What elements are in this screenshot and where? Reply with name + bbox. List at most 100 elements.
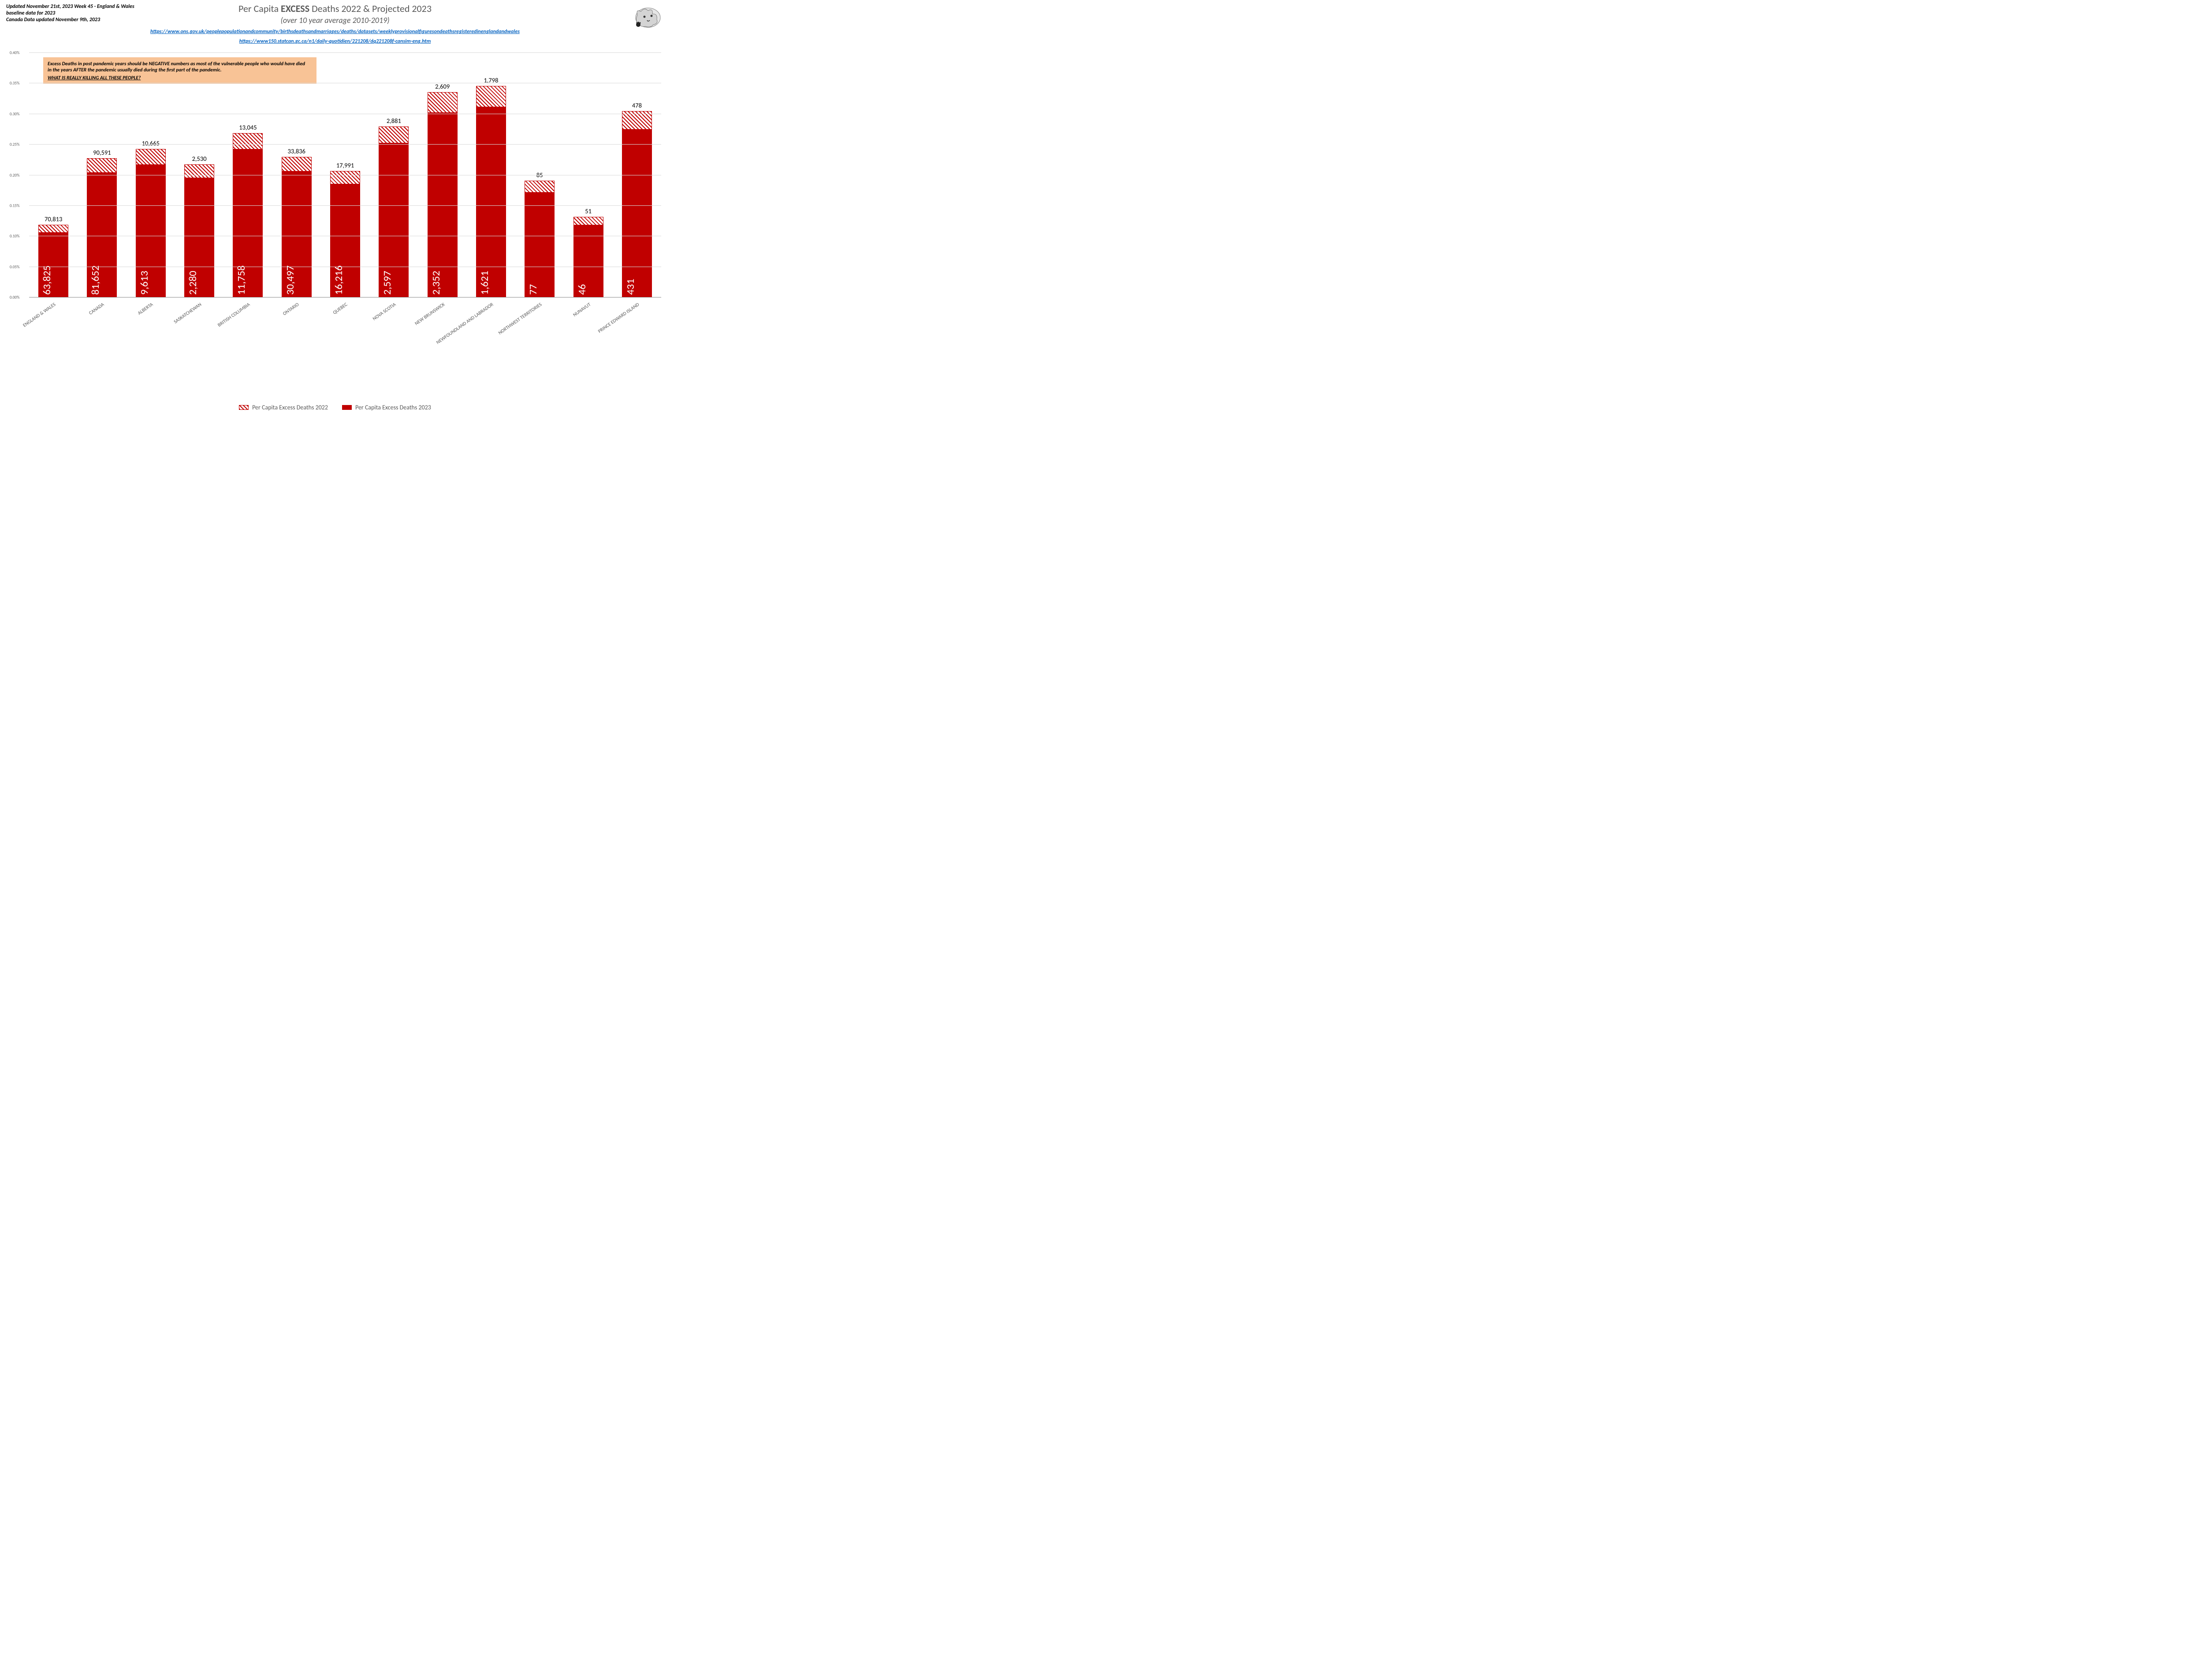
legend-item-2023: Per Capita Excess Deaths 2023 bbox=[342, 404, 431, 411]
bars-container: 63,82570,81381,65290,5919,61310,6652,280… bbox=[29, 53, 661, 297]
x-axis-category-label: CANADA bbox=[88, 301, 105, 316]
bar-value-2023: 30,497 bbox=[284, 265, 297, 295]
y-axis-tick-label: 0.15% bbox=[10, 203, 19, 208]
bar-value-2023: 1,621 bbox=[478, 271, 491, 295]
bar-2023: 9,613 bbox=[136, 164, 166, 297]
bar-value-2022: 10,665 bbox=[142, 139, 160, 147]
bar-slot: 46 51 bbox=[564, 53, 612, 297]
bar-slot: 1,6211,798 bbox=[467, 53, 515, 297]
x-axis-category-label: NEWFOUNDLAND AND LABRADOR bbox=[435, 301, 494, 345]
source-link-ons[interactable]: https://www.ons.gov.uk/peoplepopulationa… bbox=[0, 29, 670, 35]
title-bold: EXCESS bbox=[281, 3, 309, 15]
bar-group: 9,61310,665 bbox=[136, 149, 166, 297]
chart-title: Per Capita EXCESS Deaths 2022 & Projecte… bbox=[0, 3, 670, 15]
logo-wolf-icon bbox=[632, 4, 663, 29]
legend-label: Per Capita Excess Deaths 2023 bbox=[355, 404, 431, 411]
bar-2023: 11,758 bbox=[233, 149, 263, 297]
gridline bbox=[29, 205, 661, 206]
bar-slot: 63,825 70,813 bbox=[29, 53, 78, 297]
x-axis-category-label: ALBERTA bbox=[137, 301, 154, 316]
bar-value-2023: 46 bbox=[576, 284, 588, 295]
bar-value-2022: 51 bbox=[585, 207, 592, 215]
bar-group: 7785 bbox=[525, 181, 555, 297]
bar-group: 1,6211,798 bbox=[476, 86, 506, 297]
gridline bbox=[29, 52, 661, 53]
bar-value-2023: 63,825 bbox=[41, 265, 53, 295]
bar-value-2022: 2,881 bbox=[387, 117, 401, 125]
bar-2023: 30,497 bbox=[282, 171, 312, 297]
bar-2023: 2,597 bbox=[379, 143, 409, 297]
bar-value-2023: 11,758 bbox=[235, 265, 248, 295]
bar-slot: 11,758 13,045 bbox=[223, 53, 272, 297]
bar-slot: 2,280 2,530 bbox=[175, 53, 223, 297]
legend-swatch-hatched bbox=[239, 405, 249, 410]
y-axis-tick-label: 0.05% bbox=[10, 264, 19, 269]
bar-2023: 1,621 bbox=[476, 107, 506, 297]
bar-value-2023: 2,597 bbox=[381, 271, 394, 295]
x-axis-category-label: NOVA SCOTIA bbox=[372, 301, 397, 322]
bar-value-2023: 431 bbox=[624, 279, 637, 295]
bar-group: 4651 bbox=[573, 217, 603, 297]
bar-value-2023: 2,352 bbox=[430, 271, 443, 295]
x-axis-category-label: ONTARIO bbox=[282, 301, 300, 316]
chart-plot-area: 63,82570,81381,65290,5919,61310,6652,280… bbox=[29, 53, 661, 297]
bar-2023: 2,280 bbox=[184, 178, 214, 297]
x-axis-category-label: NUNAVUT bbox=[572, 301, 592, 318]
bar-group: 2,2802,530 bbox=[184, 164, 214, 297]
bar-value-2023: 16,216 bbox=[332, 265, 345, 295]
legend-swatch-solid bbox=[342, 405, 352, 410]
bar-value-2023: 2,280 bbox=[186, 271, 199, 295]
bar-value-2022: 478 bbox=[632, 101, 642, 109]
gridline bbox=[29, 144, 661, 145]
bar-value-2023: 9,613 bbox=[138, 271, 151, 295]
bar-value-2022: 2,609 bbox=[435, 82, 450, 90]
bar-group: 30,49733,836 bbox=[282, 157, 312, 297]
bar-group: 16,21617,991 bbox=[330, 171, 360, 297]
bar-value-2022: 90,591 bbox=[93, 149, 111, 156]
bar-slot: 30,497 33,836 bbox=[272, 53, 321, 297]
bar-value-2022: 17,991 bbox=[336, 161, 354, 169]
x-axis-category-label: SASKATCHEWAN bbox=[173, 301, 203, 325]
bar-slot: 7785 bbox=[515, 53, 564, 297]
bar-value-2022: 2,530 bbox=[192, 155, 207, 163]
bar-2023: 81,652 bbox=[87, 172, 117, 297]
y-axis-tick-label: 0.30% bbox=[10, 112, 19, 116]
bar-value-2022: 33,836 bbox=[288, 147, 305, 155]
y-axis-tick-label: 0.40% bbox=[10, 51, 19, 56]
y-axis-tick-label: 0.00% bbox=[10, 295, 19, 300]
bar-group: 81,65290,591 bbox=[87, 158, 117, 297]
title-block: Per Capita EXCESS Deaths 2022 & Projecte… bbox=[0, 3, 670, 45]
legend-label: Per Capita Excess Deaths 2022 bbox=[252, 404, 328, 411]
bar-slot: 16,216 17,991 bbox=[321, 53, 369, 297]
x-axis-category-label: NEW BRUNSWICK bbox=[413, 301, 446, 327]
x-axis-category-label: ENGLAND & WALES bbox=[22, 301, 57, 328]
bar-slot: 2,597 2,881 bbox=[369, 53, 418, 297]
bar-2023: 431 bbox=[622, 129, 652, 297]
bar-2023: 16,216 bbox=[330, 184, 360, 297]
x-axis-category-label: BRITISH COLUMBIA bbox=[217, 301, 251, 328]
bar-slot: 2,352 2,609 bbox=[418, 53, 467, 297]
bar-value-2023: 81,652 bbox=[89, 265, 102, 295]
y-axis-tick-label: 0.35% bbox=[10, 81, 19, 86]
title-suffix: Deaths 2022 & Projected 2023 bbox=[309, 3, 432, 15]
bar-2023: 2,352 bbox=[428, 112, 458, 297]
x-axis-category-label: PRINCE EDWARD ISLAND bbox=[597, 301, 640, 334]
bar-value-2023: 77 bbox=[527, 284, 540, 295]
bar-2023: 77 bbox=[525, 192, 555, 297]
y-axis-tick-label: 0.20% bbox=[10, 173, 19, 178]
bar-2023: 63,825 bbox=[38, 232, 68, 297]
legend-item-2022: Per Capita Excess Deaths 2022 bbox=[239, 404, 328, 411]
y-axis-tick-label: 0.25% bbox=[10, 142, 19, 147]
bar-group: 431478 bbox=[622, 111, 652, 297]
title-prefix: Per Capita bbox=[238, 3, 281, 15]
legend: Per Capita Excess Deaths 2022 Per Capita… bbox=[0, 404, 670, 411]
x-axis-category-label: NORTHWEST TERRITORIES bbox=[497, 301, 543, 336]
bar-value-2022: 70,813 bbox=[45, 215, 62, 223]
bar-value-2022: 13,045 bbox=[239, 123, 257, 131]
bar-slot: 81,652 90,591 bbox=[78, 53, 126, 297]
y-axis-tick-label: 0.10% bbox=[10, 234, 19, 239]
bar-group: 2,5972,881 bbox=[379, 126, 409, 298]
bar-group: 11,75813,045 bbox=[233, 133, 263, 297]
source-link-statcan[interactable]: https://www150.statcan.gc.ca/n1/daily-qu… bbox=[0, 38, 670, 45]
bar-slot: 431 478 bbox=[613, 53, 661, 297]
